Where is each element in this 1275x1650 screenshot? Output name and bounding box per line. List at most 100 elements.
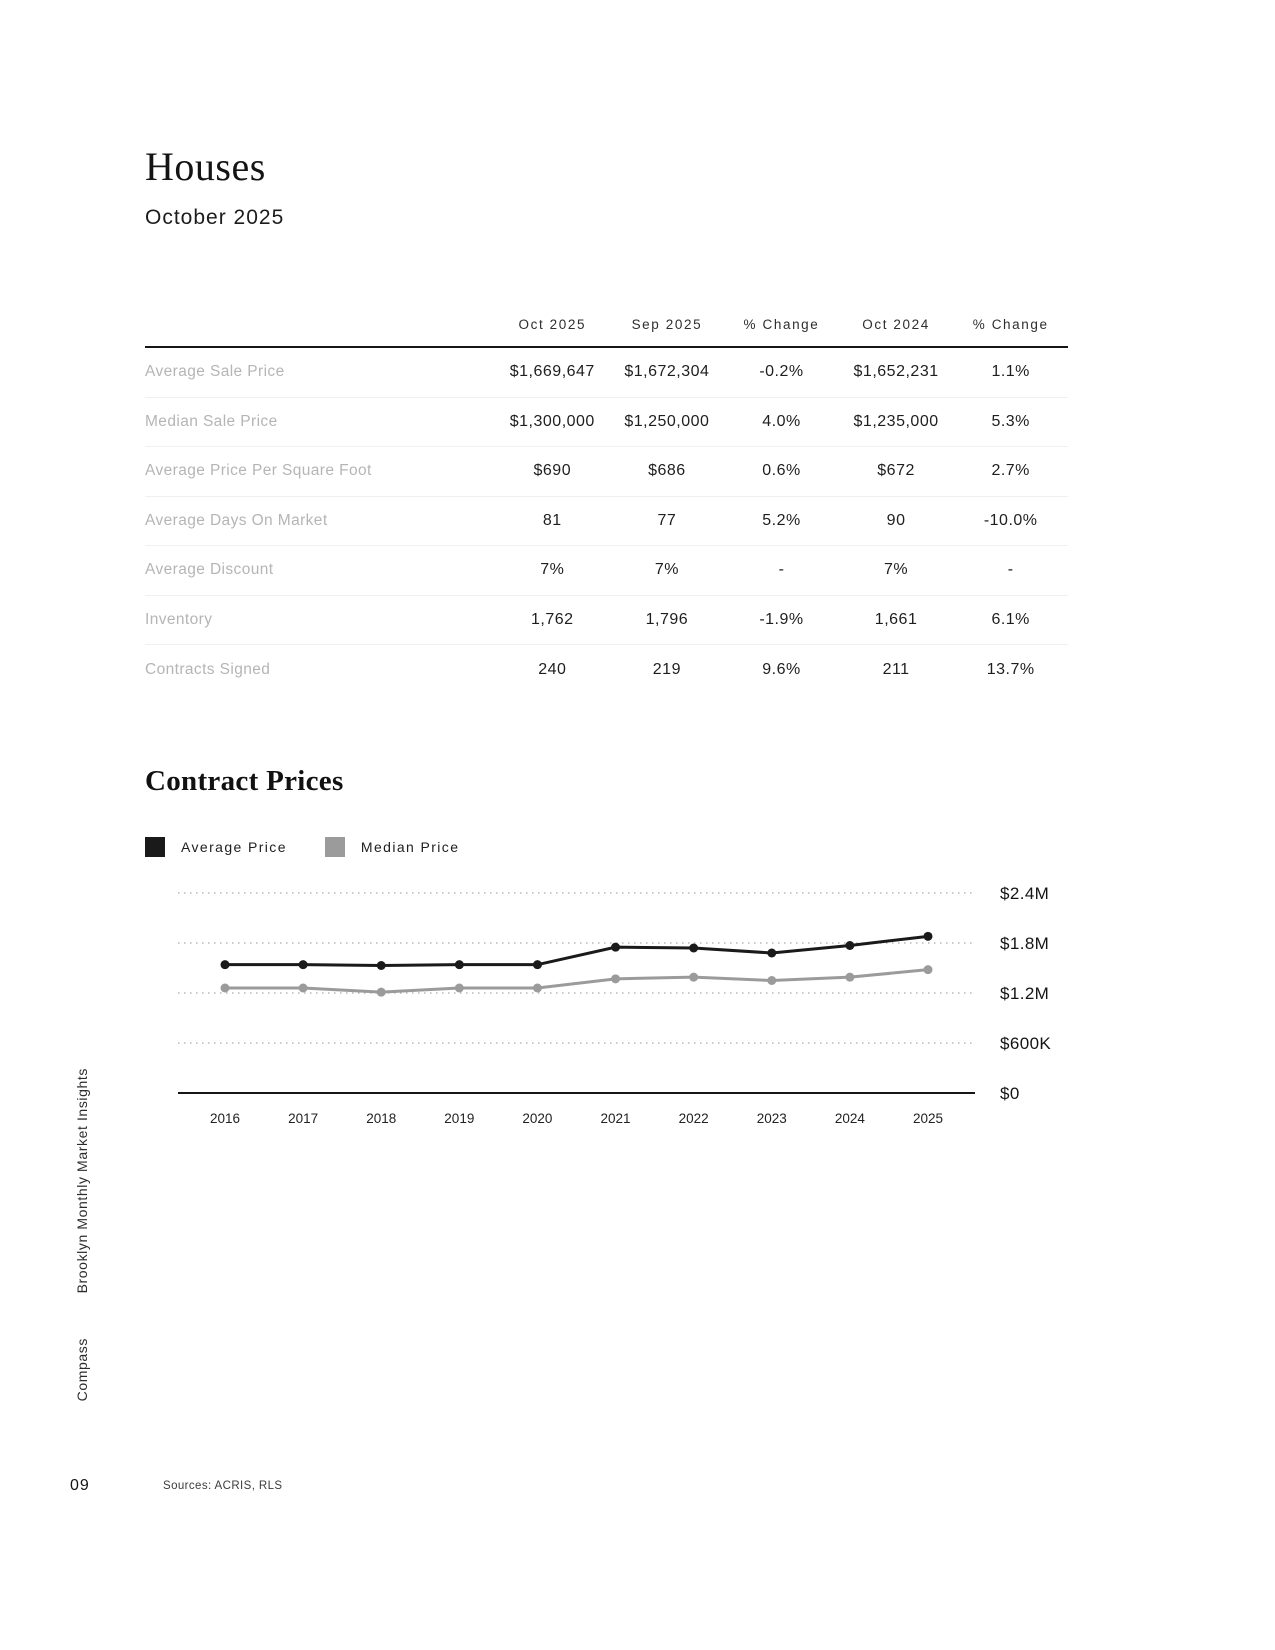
- average-price-point: [532, 960, 542, 970]
- y-tick-label: $1.8M: [1000, 934, 1049, 953]
- row-label: Average Sale Price: [145, 363, 285, 381]
- legend-label-average-price: Average Price: [181, 839, 287, 855]
- contract-prices-chart: $0 $600K $1.2M $1.8M $2.4M 2016 2017 2018 2019 20…: [178, 884, 1051, 1126]
- x-tick-label: 2016: [210, 1111, 240, 1126]
- row-label: Median Sale Price: [145, 412, 278, 430]
- market-stats-table: Oct 2025 Sep 2025 % Change Oct 2024 % Ch…: [145, 303, 1068, 695]
- average-price-line: [225, 934, 929, 968]
- average-price-point: [454, 960, 464, 970]
- x-tick-label: 2023: [757, 1111, 787, 1126]
- cell: 219: [652, 660, 681, 678]
- median-price-point: [923, 965, 933, 975]
- average-price-point: [220, 960, 230, 970]
- table-header-row: Oct 2025 Sep 2025 % Change Oct 2024 % Ch…: [145, 303, 1068, 348]
- cell: -1.9%: [759, 610, 804, 628]
- row-label: Inventory: [145, 610, 213, 628]
- median-price-point: [845, 972, 855, 982]
- y-tick-label: $2.4M: [1000, 884, 1049, 903]
- report-date: October 2025: [145, 206, 285, 229]
- cell: 90: [886, 511, 906, 529]
- cell: 211: [882, 660, 910, 678]
- row-label: Average Price Per Square Foot: [145, 462, 372, 480]
- sources-note: Sources: ACRIS, RLS: [163, 1480, 283, 1492]
- x-tick-label: 2019: [444, 1111, 474, 1126]
- y-tick-label: $600K: [1000, 1034, 1051, 1053]
- cell: -: [778, 561, 785, 579]
- chart-section-title: Contract Prices: [145, 765, 344, 797]
- legend-item-average-price: Average Price: [145, 837, 287, 857]
- x-tick-label: 2024: [835, 1111, 866, 1126]
- column-header-pct-change-2: % Change: [972, 317, 1049, 332]
- cell: 5.3%: [991, 412, 1030, 430]
- cell: 9.6%: [762, 660, 801, 678]
- cell: 1,762: [531, 610, 574, 628]
- table-row-average-price-per-sqft: Average Price Per Square Foot $690 $686 …: [145, 447, 1068, 497]
- cell: $1,235,000: [853, 412, 939, 430]
- x-tick-label: 2025: [913, 1111, 943, 1126]
- cell: $1,669,647: [509, 363, 595, 381]
- median-price-line: [225, 968, 929, 994]
- average-price-swatch: [145, 837, 165, 857]
- median-price-point: [532, 983, 542, 993]
- sidebar-report-name: Brooklyn Monthly Market Insights: [74, 1068, 90, 1294]
- column-header-oct-2025: Oct 2025: [518, 317, 587, 332]
- column-header-sep-2025: Sep 2025: [631, 317, 703, 332]
- median-price-swatch: [324, 837, 345, 857]
- median-price-point: [689, 972, 699, 982]
- cell: 4.0%: [762, 412, 801, 430]
- average-price-point: [376, 961, 386, 970]
- cell: 7%: [654, 561, 679, 579]
- report-header: Houses October 2025: [145, 143, 284, 230]
- x-tick-label: 2022: [679, 1111, 709, 1126]
- cell: $690: [533, 462, 572, 480]
- legend-item-median-price: Median Price: [324, 837, 460, 857]
- cell: $672: [877, 462, 915, 480]
- table-row-median-sale-price: Median Sale Price $1,300,000 $1,250,000 …: [145, 398, 1068, 447]
- average-price-point: [611, 942, 621, 952]
- legend-label-median-price: Median Price: [360, 839, 460, 855]
- cell: -10.0%: [983, 511, 1038, 529]
- average-price-point: [689, 943, 699, 953]
- cell: 6.1%: [991, 610, 1030, 628]
- x-tick-label: 2017: [288, 1111, 318, 1126]
- table-row-inventory: Inventory 1,762 1,796 -1.9% 1,661 6.1%: [145, 596, 1068, 645]
- row-label: Contracts Signed: [145, 660, 271, 678]
- column-header-pct-change-1: % Change: [743, 317, 820, 332]
- cell: -: [1007, 561, 1014, 579]
- cell: 1.1%: [991, 363, 1030, 381]
- cell: 2.7%: [991, 462, 1030, 480]
- page-title: Houses: [145, 144, 266, 189]
- cell: 7%: [884, 561, 909, 579]
- median-price-point: [767, 976, 777, 985]
- sidebar-brand: Compass: [74, 1338, 90, 1402]
- cell: 240: [538, 660, 567, 678]
- cell: 1,796: [645, 610, 689, 628]
- x-tick-label: 2020: [522, 1111, 552, 1126]
- cell: $1,250,000: [624, 412, 710, 430]
- x-tick-label: 2021: [601, 1111, 631, 1126]
- average-price-point: [298, 960, 308, 970]
- cell: $1,672,304: [624, 363, 710, 381]
- cell: 5.2%: [762, 511, 801, 529]
- cell: 13.7%: [986, 660, 1035, 678]
- row-label: Average Days On Market: [145, 511, 328, 529]
- average-price-point: [845, 941, 855, 950]
- chart-legend: Average Price Median Price: [145, 837, 459, 857]
- table-row-average-sale-price: Average Sale Price $1,669,647 $1,672,304…: [145, 348, 1068, 398]
- cell: 0.6%: [762, 462, 801, 480]
- average-price-point: [923, 931, 933, 941]
- table-row-average-days-on-market: Average Days On Market 81 77 5.2% 90 -10…: [145, 497, 1068, 546]
- cell: $1,300,000: [509, 412, 595, 430]
- column-header-oct-2024: Oct 2024: [862, 317, 930, 332]
- cell: $1,652,231: [853, 363, 939, 381]
- y-tick-label: $0: [1000, 1084, 1020, 1103]
- cell: $686: [648, 462, 686, 480]
- average-price-point: [767, 948, 777, 958]
- row-label: Average Discount: [145, 561, 274, 579]
- cell: 81: [542, 511, 562, 529]
- x-tick-label: 2018: [366, 1111, 396, 1126]
- median-price-point: [611, 974, 621, 984]
- cell: 77: [657, 511, 677, 529]
- page-number: 09: [70, 1477, 90, 1494]
- cell: -0.2%: [759, 363, 804, 381]
